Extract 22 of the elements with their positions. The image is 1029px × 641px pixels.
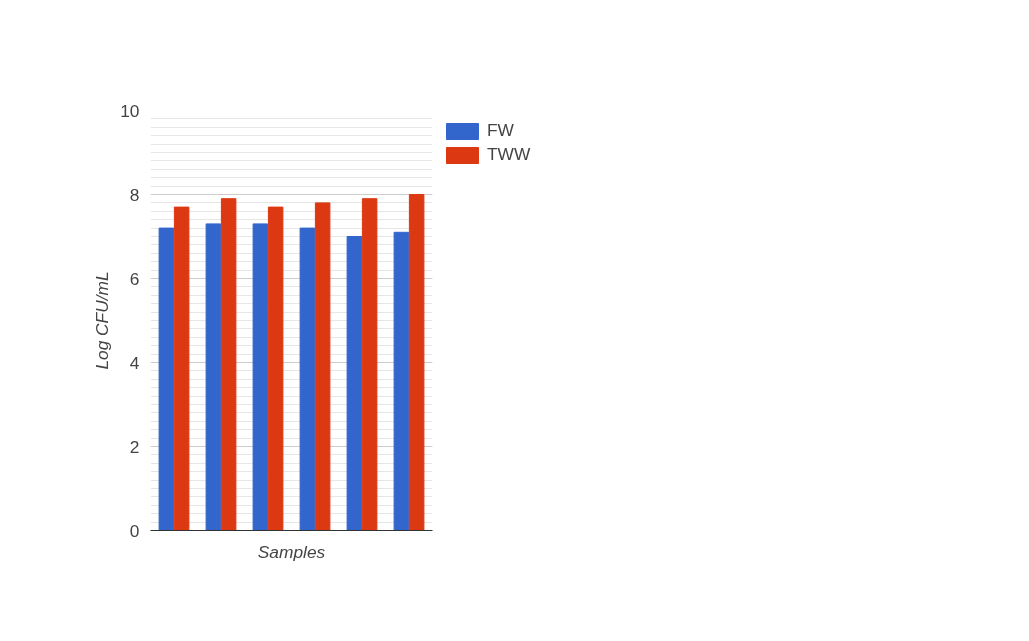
y-axis-title: Log CFU/mL	[92, 271, 113, 370]
bar	[173, 206, 190, 531]
bar	[158, 227, 175, 531]
bar	[314, 202, 331, 531]
bar	[220, 198, 237, 531]
y-tick-label: 0	[129, 520, 140, 541]
bar	[267, 206, 284, 531]
legend-label: FW	[487, 120, 514, 141]
legend-label: TWW	[487, 144, 531, 165]
y-tick-label: 2	[129, 436, 140, 457]
bar	[346, 236, 363, 531]
y-tick-label: 10	[120, 100, 140, 121]
bar	[361, 198, 378, 531]
x-axis-title: Samples	[257, 541, 326, 562]
y-tick-label: 6	[129, 268, 140, 289]
bar	[205, 223, 222, 531]
bar	[299, 227, 316, 531]
y-tick-label: 8	[129, 184, 140, 205]
bar	[252, 223, 269, 531]
y-tick-label: 4	[129, 352, 140, 373]
bar	[393, 231, 410, 531]
bar	[408, 194, 425, 531]
